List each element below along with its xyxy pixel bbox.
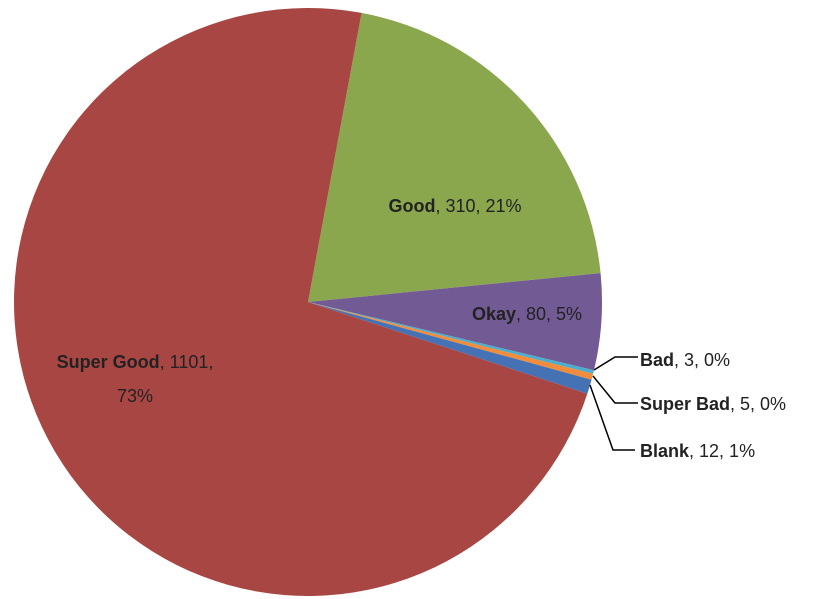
pie-slices bbox=[13, 7, 603, 596]
pie-slice-super-bad bbox=[308, 302, 594, 380]
pie-slice-good bbox=[308, 12, 601, 302]
label-category: Bad bbox=[640, 350, 674, 370]
label-category: Good bbox=[388, 196, 435, 216]
data-label-super-bad: Super Bad, 5, 0% bbox=[640, 394, 786, 414]
data-label-okay: Okay, 80, 5% bbox=[472, 304, 582, 324]
leader-lines bbox=[589, 356, 638, 451]
leader-line-super-bad bbox=[592, 375, 638, 404]
pie-slice-okay bbox=[308, 273, 603, 371]
label-category: Super Good bbox=[57, 352, 160, 372]
data-labels: Good, 310, 21% Okay, 80, 5% Bad, 3, 0% Supe… bbox=[57, 196, 786, 461]
pie-slice-bad bbox=[308, 302, 594, 374]
data-label-bad: Bad, 3, 0% bbox=[640, 350, 730, 370]
leader-line-bad bbox=[593, 356, 638, 371]
leader-line-blank bbox=[589, 384, 635, 451]
label-category: Blank bbox=[640, 441, 690, 461]
data-label-blank: Blank, 12, 1% bbox=[640, 441, 755, 461]
data-label-good: Good, 310, 21% bbox=[388, 196, 521, 216]
pie-slice-super-good bbox=[13, 7, 588, 596]
label-category: Okay bbox=[472, 304, 516, 324]
label-category: Super Bad bbox=[640, 394, 730, 414]
pie-slice-blank bbox=[308, 302, 592, 394]
data-label-super-good: Super Good, 1101, 73% bbox=[57, 352, 214, 406]
